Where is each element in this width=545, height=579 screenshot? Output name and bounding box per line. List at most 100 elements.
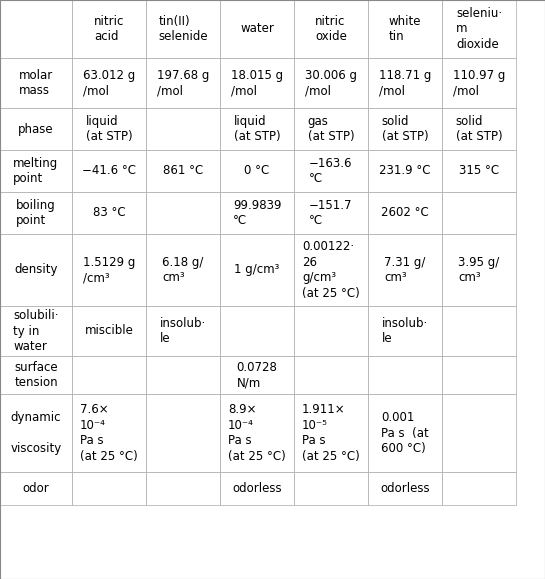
Text: seleniu·
m
dioxide: seleniu· m dioxide (456, 7, 502, 51)
Bar (220, 58, 294, 108)
Bar (72, 306, 146, 356)
Text: nitric
acid: nitric acid (94, 14, 124, 43)
Bar (294, 356, 368, 394)
Bar (442, 234, 516, 306)
Bar (146, 306, 220, 356)
Text: dynamic

viscosity: dynamic viscosity (10, 411, 62, 455)
Text: odorless: odorless (232, 482, 282, 495)
Bar (368, 58, 442, 108)
Text: melting
point: melting point (14, 157, 59, 185)
Text: phase: phase (18, 123, 54, 135)
Bar (146, 356, 220, 394)
Bar (294, 472, 368, 505)
Bar (146, 234, 220, 306)
Bar (72, 394, 146, 472)
Bar (368, 472, 442, 505)
Text: 0.0728
N/m: 0.0728 N/m (237, 361, 277, 389)
Bar (146, 472, 220, 505)
Bar (220, 472, 294, 505)
Text: white
tin: white tin (389, 14, 421, 43)
Bar (442, 472, 516, 505)
Bar (0, 306, 72, 356)
Bar (368, 150, 442, 192)
Text: nitric
oxide: nitric oxide (315, 14, 347, 43)
Text: odor: odor (23, 482, 50, 495)
Text: 231.9 °C: 231.9 °C (379, 164, 431, 178)
Text: odorless: odorless (380, 482, 430, 495)
Text: 1 g/cm³: 1 g/cm³ (234, 263, 280, 277)
Bar (146, 108, 220, 150)
Bar (442, 192, 516, 234)
Bar (220, 234, 294, 306)
Text: solid
(at STP): solid (at STP) (382, 115, 428, 143)
Bar (72, 0, 146, 58)
Text: 0.001
Pa s  (at
600 °C): 0.001 Pa s (at 600 °C) (381, 411, 429, 455)
Text: 0.00122·
26
g/cm³
(at 25 °C): 0.00122· 26 g/cm³ (at 25 °C) (302, 240, 360, 300)
Bar (294, 108, 368, 150)
Bar (146, 394, 220, 472)
Text: 2602 °C: 2602 °C (381, 207, 429, 219)
Bar (0, 192, 72, 234)
Bar (146, 150, 220, 192)
Bar (220, 356, 294, 394)
Text: 0 °C: 0 °C (244, 164, 270, 178)
Text: 861 °C: 861 °C (163, 164, 203, 178)
Bar (442, 150, 516, 192)
Bar (368, 356, 442, 394)
Text: 18.015 g
/mol: 18.015 g /mol (231, 69, 283, 97)
Text: 118.71 g
/mol: 118.71 g /mol (379, 69, 431, 97)
Text: 197.68 g
/mol: 197.68 g /mol (157, 69, 209, 97)
Bar (146, 0, 220, 58)
Bar (368, 192, 442, 234)
Bar (442, 394, 516, 472)
Text: tin(II)
selenide: tin(II) selenide (158, 14, 208, 43)
Text: liquid
(at STP): liquid (at STP) (86, 115, 132, 143)
Text: −41.6 °C: −41.6 °C (82, 164, 136, 178)
Bar (72, 234, 146, 306)
Bar (442, 0, 516, 58)
Bar (368, 306, 442, 356)
Bar (220, 394, 294, 472)
Text: 30.006 g
/mol: 30.006 g /mol (305, 69, 357, 97)
Bar (0, 58, 72, 108)
Bar (294, 394, 368, 472)
Text: 3.95 g/
cm³: 3.95 g/ cm³ (458, 256, 500, 284)
Text: density: density (14, 263, 58, 277)
Text: gas
(at STP): gas (at STP) (308, 115, 354, 143)
Bar (294, 234, 368, 306)
Bar (294, 150, 368, 192)
Bar (220, 0, 294, 58)
Bar (0, 234, 72, 306)
Bar (442, 108, 516, 150)
Bar (72, 472, 146, 505)
Bar (72, 108, 146, 150)
Bar (442, 356, 516, 394)
Bar (72, 58, 146, 108)
Text: surface
tension: surface tension (14, 361, 58, 389)
Text: 1.5129 g
/cm³: 1.5129 g /cm³ (83, 256, 135, 284)
Text: 8.9×
10⁻⁴
Pa s
(at 25 °C): 8.9× 10⁻⁴ Pa s (at 25 °C) (228, 403, 286, 463)
Bar (442, 306, 516, 356)
Text: liquid
(at STP): liquid (at STP) (234, 115, 280, 143)
Bar (0, 472, 72, 505)
Bar (220, 306, 294, 356)
Bar (0, 150, 72, 192)
Bar (368, 234, 442, 306)
Text: boiling
point: boiling point (16, 199, 56, 227)
Text: 1.911×
10⁻⁵
Pa s
(at 25 °C): 1.911× 10⁻⁵ Pa s (at 25 °C) (302, 403, 360, 463)
Text: −151.7
°C: −151.7 °C (309, 199, 353, 227)
Text: miscible: miscible (84, 324, 134, 338)
Bar (72, 192, 146, 234)
Text: 7.6×
10⁻⁴
Pa s
(at 25 °C): 7.6× 10⁻⁴ Pa s (at 25 °C) (80, 403, 138, 463)
Text: −163.6
°C: −163.6 °C (309, 157, 353, 185)
Bar (0, 108, 72, 150)
Text: 7.31 g/
cm³: 7.31 g/ cm³ (384, 256, 426, 284)
Bar (220, 150, 294, 192)
Text: 83 °C: 83 °C (93, 207, 125, 219)
Bar (146, 58, 220, 108)
Text: 110.97 g
/mol: 110.97 g /mol (453, 69, 505, 97)
Bar (220, 108, 294, 150)
Text: molar
mass: molar mass (19, 69, 53, 97)
Bar (294, 0, 368, 58)
Bar (146, 192, 220, 234)
